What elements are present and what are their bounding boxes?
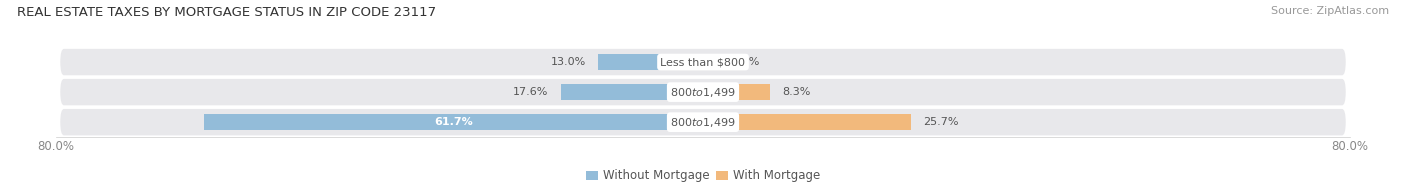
Bar [561,84,703,100]
Bar [703,84,770,100]
Text: $800 to $1,499: $800 to $1,499 [671,86,735,99]
Text: REAL ESTATE TAXES BY MORTGAGE STATUS IN ZIP CODE 23117: REAL ESTATE TAXES BY MORTGAGE STATUS IN … [17,6,436,19]
Text: $800 to $1,499: $800 to $1,499 [671,116,735,129]
Text: 8.3%: 8.3% [782,87,811,97]
Legend: Without Mortgage, With Mortgage: Without Mortgage, With Mortgage [581,165,825,187]
FancyBboxPatch shape [60,49,1346,75]
Text: 61.7%: 61.7% [434,117,472,127]
Text: Less than $800: Less than $800 [661,57,745,67]
Text: 17.6%: 17.6% [513,87,548,97]
Text: 13.0%: 13.0% [551,57,586,67]
Text: 2.0%: 2.0% [731,57,759,67]
Bar [598,54,703,70]
FancyBboxPatch shape [60,79,1346,105]
Bar [703,114,911,130]
Bar [703,54,720,70]
FancyBboxPatch shape [60,109,1346,135]
Text: 25.7%: 25.7% [922,117,959,127]
Bar [204,114,703,130]
Text: Source: ZipAtlas.com: Source: ZipAtlas.com [1271,6,1389,16]
